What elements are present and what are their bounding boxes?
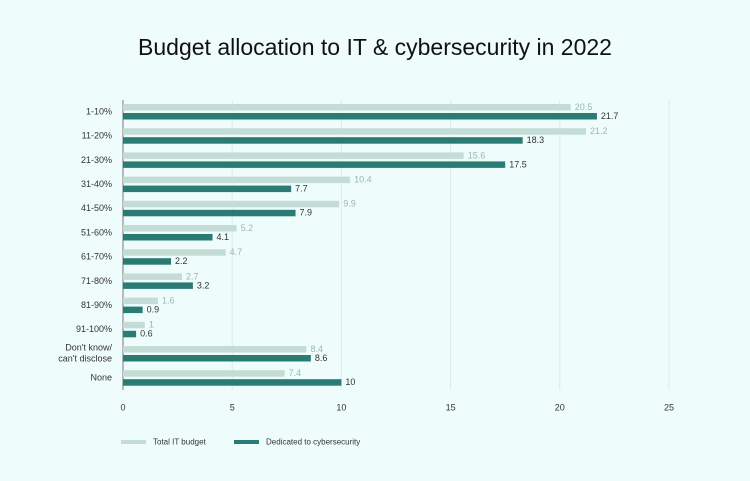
- value-label: 7.4: [289, 368, 302, 378]
- y-tick-label: 31-40%: [81, 179, 112, 189]
- value-label: 18.3: [527, 135, 545, 145]
- bar: [123, 321, 145, 329]
- bar: [123, 379, 342, 386]
- x-tick-label: 5: [230, 402, 235, 412]
- value-label: 1: [149, 320, 154, 330]
- value-label: 9.9: [343, 199, 356, 209]
- x-tick-label: 25: [664, 402, 674, 412]
- bar: [123, 209, 296, 217]
- bar: [123, 128, 587, 135]
- bar: [123, 273, 182, 280]
- x-tick-label: 20: [555, 402, 565, 412]
- value-label: 20.5: [575, 102, 593, 112]
- bar: [123, 346, 307, 353]
- bar: [123, 306, 143, 314]
- value-label: 4.7: [230, 247, 243, 257]
- value-label: 7.9: [300, 208, 313, 218]
- value-label: 8.4: [310, 344, 323, 354]
- bar: [123, 137, 523, 144]
- value-label: 1.6: [162, 295, 175, 305]
- bar: [123, 176, 351, 184]
- bar: [123, 297, 158, 305]
- bar: [123, 161, 506, 168]
- bar: [123, 200, 340, 208]
- y-tick-label: 91-100%: [76, 324, 112, 334]
- legend-label: Total IT budget: [153, 438, 207, 447]
- bar: [123, 330, 137, 338]
- bar: [123, 152, 464, 159]
- x-tick-label: 0: [120, 402, 125, 412]
- y-tick-label: 81-90%: [81, 300, 112, 310]
- bar: [123, 370, 285, 377]
- value-label: 8.6: [315, 353, 328, 363]
- chart-title: Budget allocation to IT & cybersecurity …: [138, 34, 612, 60]
- value-label: 10.4: [354, 174, 372, 184]
- y-tick-label: Don't know/can't disclose: [58, 343, 112, 364]
- y-tick-label: 51-60%: [81, 227, 112, 237]
- y-tick-label: 41-50%: [81, 203, 112, 213]
- y-tick-label: 61-70%: [81, 252, 112, 262]
- y-tick-label: 11-20%: [82, 131, 112, 141]
- value-label: 0.9: [147, 304, 160, 314]
- value-label: 0.6: [140, 329, 153, 339]
- bar: [123, 234, 213, 241]
- bar: [123, 185, 292, 193]
- y-tick-label: 71-80%: [81, 276, 112, 286]
- value-label: 10: [345, 377, 355, 387]
- value-label: 3.2: [197, 280, 210, 290]
- bar: [123, 282, 193, 289]
- y-tick-label: 21-30%: [81, 155, 112, 165]
- value-label: 17.5: [509, 159, 527, 169]
- value-label: 21.7: [601, 111, 619, 121]
- value-label: 7.7: [295, 183, 308, 193]
- value-label: 5.2: [241, 223, 254, 233]
- bar: [123, 225, 237, 232]
- x-tick-label: 10: [336, 402, 346, 412]
- bar: [123, 104, 571, 111]
- bar: [123, 249, 226, 256]
- y-tick-label: 1-10%: [86, 106, 112, 116]
- value-label: 15.6: [468, 150, 486, 160]
- value-label: 2.7: [186, 271, 199, 281]
- x-tick-label: 15: [446, 402, 456, 412]
- bar: [123, 355, 311, 362]
- value-label: 2.2: [175, 256, 188, 266]
- value-label: 4.1: [217, 232, 230, 242]
- bar: [123, 113, 597, 120]
- legend-label: Dedicated to cybersecurity: [266, 438, 360, 447]
- value-label: 21.2: [590, 126, 608, 136]
- bar: [123, 258, 172, 265]
- legend-swatch: [234, 440, 259, 444]
- legend-swatch: [121, 440, 146, 444]
- y-tick-label: None: [90, 373, 112, 383]
